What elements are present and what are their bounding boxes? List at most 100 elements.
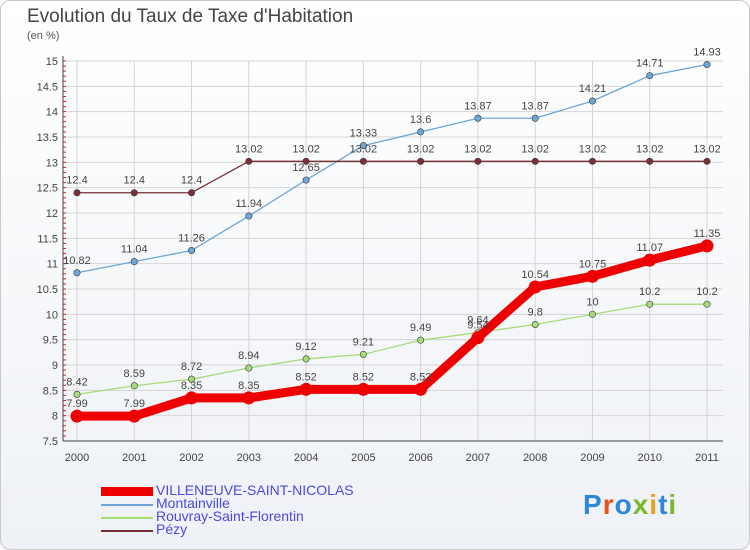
data-label: 7.99 [66,398,87,410]
x-tick-label: 2011 [695,452,719,464]
data-label: 8.94 [238,350,259,362]
series-line [76,303,708,396]
x-tick-label: 2000 [65,452,89,464]
data-label: 14.21 [579,83,607,95]
data-point [188,189,196,197]
y-tick-label: 8.5 [43,385,58,397]
data-label: 9.49 [410,322,431,334]
data-point [588,97,596,105]
x-tick-label: 2010 [637,452,661,464]
x-tick-label: 2001 [122,452,146,464]
data-point [703,61,711,69]
legend-label: Pézy [156,521,188,537]
series-group [70,61,714,423]
logo-letter: r [602,489,615,520]
data-point [531,114,539,122]
data-label: 13.87 [521,100,549,112]
data-label: 11.35 [694,228,721,240]
grid [63,60,723,442]
data-point [299,382,313,396]
logo-letter: t [658,489,669,520]
logo-letter: i [668,489,678,520]
data-label: 11.94 [235,198,262,210]
data-label: 10.2 [696,286,717,298]
y-tick-label: 9 [52,360,58,372]
data-point [127,409,141,423]
x-tick-label: 2007 [466,452,490,464]
data-point [417,128,425,136]
data-label: 8.52 [353,371,374,383]
legend-label: VILLENEUVE-SAINT-NICOLAS [156,482,354,498]
data-label: 11.26 [178,232,205,244]
y-tick-label: 13.5 [37,132,58,144]
y-tick-label: 11 [47,259,58,271]
data-point [417,336,425,344]
legend-label: Montainville [156,495,230,511]
data-label: 10.2 [639,286,660,298]
data-point [185,391,199,405]
data-point [73,269,81,277]
data-point [359,142,367,150]
data-label: 7.99 [124,398,145,410]
data-point [356,382,370,396]
series-line [76,63,708,274]
series-line [72,241,712,421]
legend-swatch [101,530,153,532]
data-label: 8.59 [124,368,145,380]
data-label: 9.54 [467,320,488,332]
legend-swatch [101,517,153,519]
data-point [414,382,428,396]
data-label: 13.6 [410,114,431,126]
logo-letter: o [614,489,633,520]
data-label: 13.02 [407,143,435,155]
data-point [359,350,367,358]
data-label: 9.12 [295,341,316,353]
data-point [531,157,539,165]
y-tick-label: 14 [46,107,58,119]
data-label: 9.21 [353,336,374,348]
data-labels: 10.82 11.04 11.26 11.94 12.65 13.33 13.6 13.87 1… [63,47,721,411]
data-label: 10.82 [63,255,91,267]
y-tick-label: 7.5 [43,436,58,448]
data-point [359,157,367,165]
data-label: 9.64 [467,315,488,327]
y-tick-label: 11.5 [37,233,58,245]
data-label: 14.71 [636,58,664,70]
data-label: 13.02 [292,143,320,155]
data-label: 8.52 [295,371,316,383]
data-label: 13.87 [464,100,492,112]
data-point [130,382,138,390]
data-label: 11.04 [121,244,148,256]
data-point [70,409,84,423]
data-label: 12.4 [124,175,145,187]
data-point [188,375,196,383]
x-tick-label: 2003 [237,452,261,464]
chart-title: Evolution du Taux de Taxe d'Habitation [27,6,354,27]
data-point [531,320,539,328]
y-tick-label: 12.5 [37,183,58,195]
data-label: 10.75 [579,258,607,270]
data-label: 8.52 [410,371,431,383]
data-point [130,189,138,197]
data-point [73,390,81,398]
data-point [700,239,714,253]
data-point [245,157,253,165]
data-label: 13.02 [636,143,664,155]
data-label: 13.02 [464,143,492,155]
data-label: 13.02 [521,143,549,155]
data-label: 13.02 [350,143,378,155]
data-label: 8.35 [181,380,202,392]
x-tick-label: 2006 [408,452,432,464]
data-point [646,157,654,165]
x-tick-label: 2004 [294,452,318,464]
data-label: 12.4 [181,175,202,187]
data-point [588,310,596,318]
x-tick-label: 2009 [580,452,604,464]
data-label: 13.02 [693,143,721,155]
y-tick-label: 9.5 [43,335,58,347]
series-line [76,160,708,194]
y-tick-label: 10.5 [37,284,58,296]
logo-letter: x [632,489,650,520]
x-tick-label: 2008 [523,452,547,464]
